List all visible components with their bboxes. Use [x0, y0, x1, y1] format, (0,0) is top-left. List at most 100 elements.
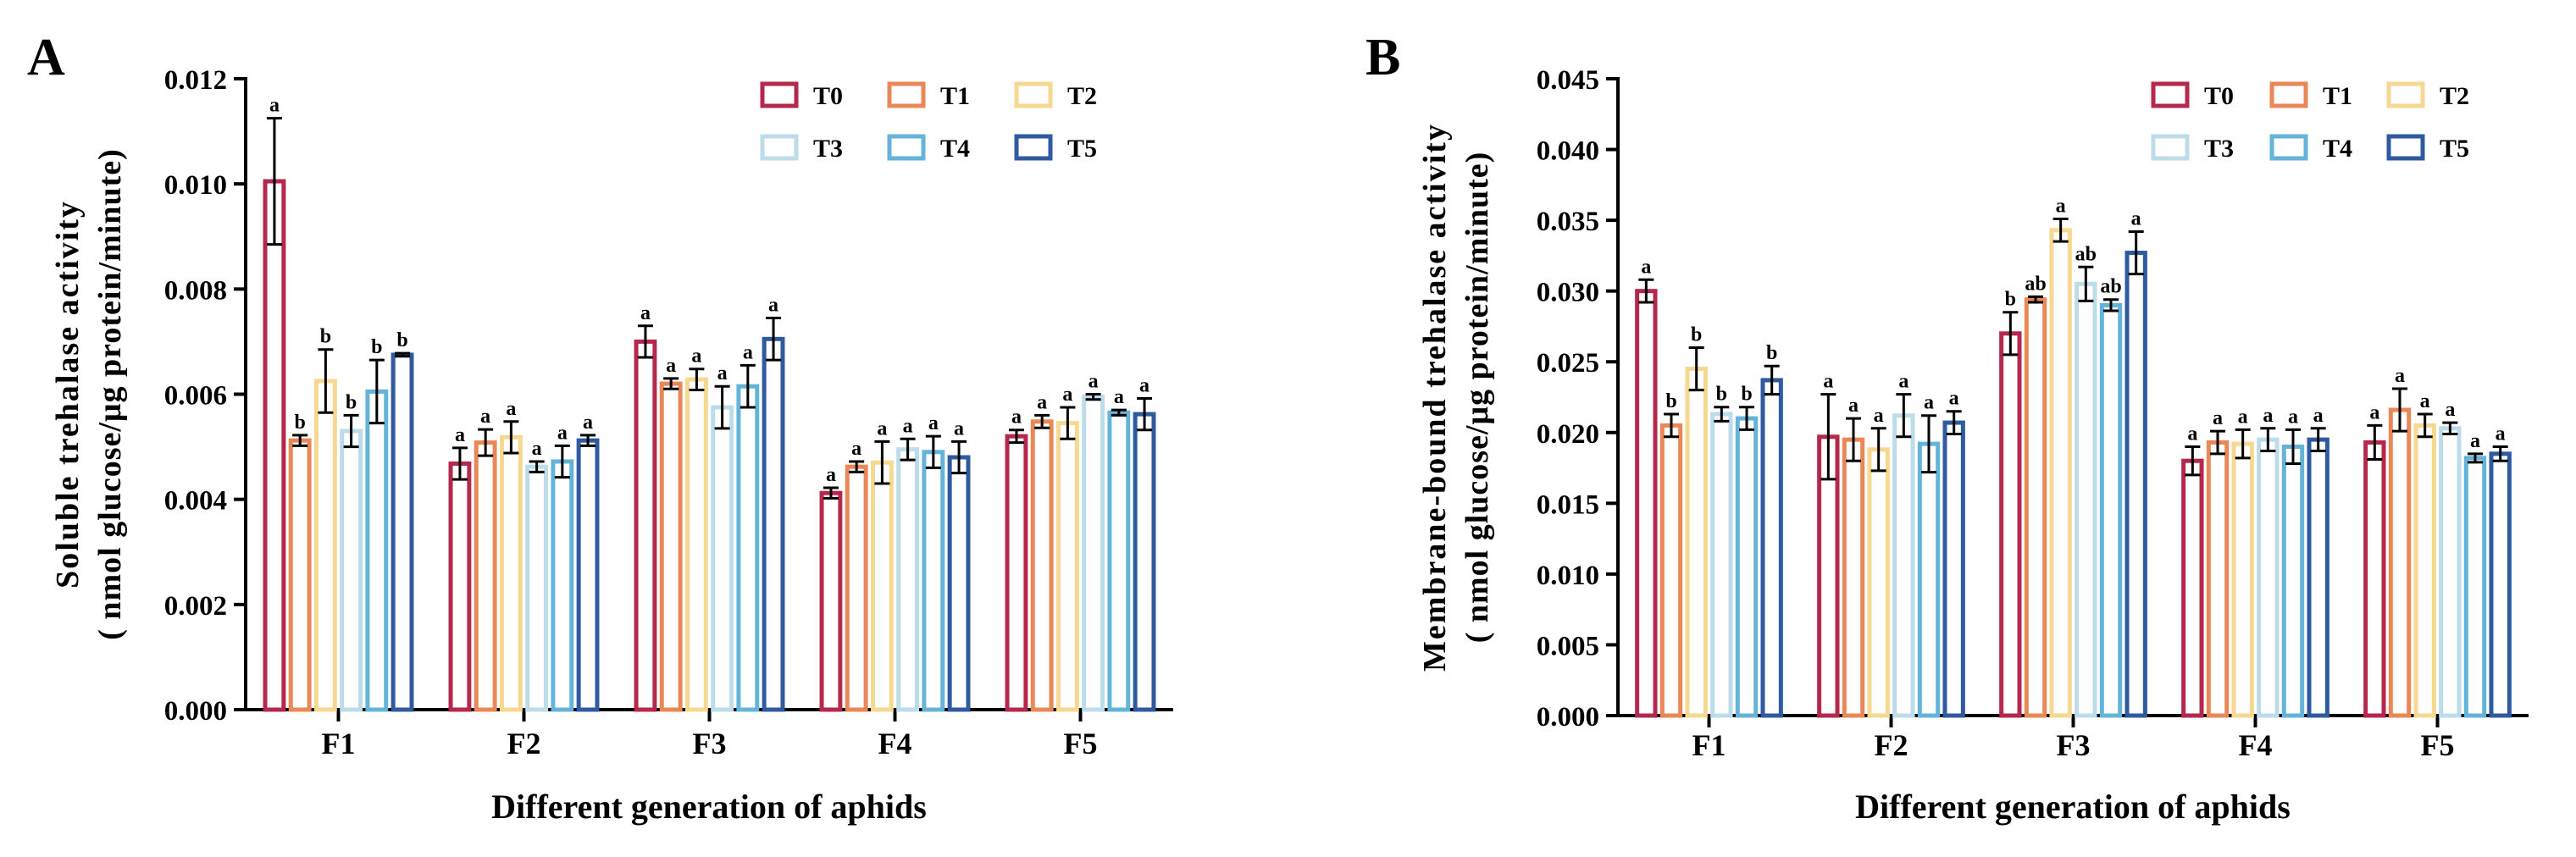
significance-label: a: [826, 464, 836, 486]
bar: [2307, 437, 2329, 718]
x-axis-title: Different generation of aphids: [491, 788, 927, 826]
bar: [2099, 302, 2123, 718]
significance-label: a: [1924, 392, 1934, 414]
bar: [2181, 458, 2204, 718]
legend-label: T5: [2440, 135, 2469, 163]
bar: [711, 405, 734, 712]
significance-label: a: [640, 302, 651, 324]
legend-swatch: [2269, 134, 2308, 161]
x-tick-label: F1: [1692, 728, 1726, 762]
significance-label: a: [583, 412, 593, 434]
bar: [684, 377, 708, 712]
significance-label: a: [2288, 406, 2298, 428]
significance-label: ab: [2100, 276, 2121, 298]
bar: [2439, 426, 2462, 718]
significance-label: a: [480, 406, 490, 428]
significance-label: a: [2187, 423, 2197, 445]
significance-label: ab: [2075, 243, 2097, 265]
significance-label: a: [2420, 390, 2430, 412]
bar: [819, 490, 843, 712]
y-tick-label: 0.025: [1537, 348, 1599, 379]
x-tick-label: F5: [1064, 727, 1098, 760]
y-tick-label: 0.006: [164, 381, 227, 412]
significance-label: a: [1949, 388, 1959, 410]
significance-label: a: [1898, 371, 1908, 393]
bar: [340, 428, 363, 712]
significance-label: b: [1691, 324, 1702, 346]
bar: [896, 447, 920, 712]
significance-label: a: [1037, 391, 1047, 413]
significance-label: b: [346, 391, 357, 413]
y-tick-label: 0.010: [164, 170, 227, 201]
significance-label: a: [506, 398, 516, 420]
significance-label: a: [532, 438, 542, 460]
legend-swatch: [760, 81, 799, 108]
legend-label: T2: [2440, 82, 2469, 110]
significance-label: b: [1766, 342, 1777, 364]
panel-a: A Soluble trehalase activity( nmol glucos…: [27, 29, 1173, 826]
y-tick-label: 0.020: [1537, 419, 1599, 450]
bar: [263, 179, 286, 712]
legend-swatch: [1014, 81, 1053, 108]
y-tick-label: 0.008: [164, 275, 227, 306]
significance-label: a: [1011, 406, 1022, 428]
bar: [2024, 297, 2047, 718]
bar: [288, 438, 312, 712]
bar: [659, 381, 683, 712]
bar: [2231, 441, 2254, 718]
legend-label: T5: [1067, 135, 1097, 163]
significance-label: a: [2445, 399, 2455, 421]
legend-label: T1: [940, 82, 970, 110]
bar: [2463, 456, 2487, 718]
legend-swatch: [887, 81, 926, 108]
legend-label: T4: [940, 135, 970, 163]
bar: [870, 460, 894, 712]
significance-label: b: [1716, 384, 1727, 406]
bar: [762, 336, 785, 712]
y-tick-label: 0.004: [164, 486, 227, 517]
bar: [448, 461, 472, 712]
significance-label: a: [877, 417, 887, 440]
y-tick-label: 0.010: [1537, 561, 1599, 591]
bar: [1842, 437, 1865, 718]
y-tick-label: 0.002: [164, 591, 227, 622]
legend-label: T0: [2204, 82, 2234, 110]
legend-swatch: [2386, 134, 2425, 161]
bar: [736, 384, 760, 712]
legend-swatch: [887, 134, 926, 161]
legend-label: T2: [1067, 82, 1097, 110]
legend-swatch: [2151, 134, 2190, 161]
bar: [1735, 416, 1759, 718]
bar: [2281, 444, 2305, 718]
bar: [499, 434, 523, 712]
significance-label: a: [2470, 430, 2480, 452]
x-tick-label: F1: [322, 727, 356, 760]
legend-swatch: [1014, 134, 1053, 161]
legend-swatch: [2386, 81, 2425, 108]
y-axis-title: Membrane-bound trehalase activity: [1417, 123, 1453, 672]
legend-label: T3: [2204, 135, 2234, 163]
y-tick-label: 0.030: [1537, 278, 1599, 308]
significance-label: a: [2496, 423, 2506, 445]
bar: [2206, 440, 2230, 718]
significance-label: b: [371, 336, 382, 358]
legend: T0 T1 T2 T3 T4 T5: [2151, 81, 2469, 163]
legend-label: T0: [813, 82, 843, 110]
significance-label: a: [2369, 401, 2379, 423]
bar: [1133, 412, 1156, 712]
bar: [634, 339, 657, 712]
significance-label: a: [557, 422, 568, 444]
significance-label: a: [954, 417, 964, 440]
legend-label: T1: [2323, 82, 2352, 110]
significance-label: a: [1848, 395, 1859, 417]
significance-label: a: [928, 412, 939, 434]
x-tick-label: F2: [507, 727, 541, 760]
bar: [1999, 331, 2022, 718]
y-tick-label: 0.012: [164, 65, 227, 96]
panel-letter: B: [1366, 29, 1400, 86]
significance-label: a: [2313, 405, 2324, 427]
bar: [1005, 434, 1028, 712]
significance-label: a: [851, 438, 861, 460]
bar: [1892, 413, 1915, 718]
